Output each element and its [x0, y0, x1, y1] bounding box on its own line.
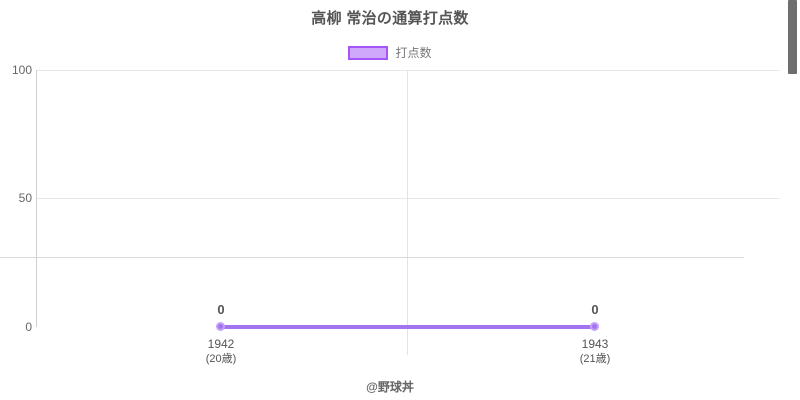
y-axis-line [36, 70, 37, 327]
legend-item-rbi[interactable]: 打点数 [348, 44, 432, 61]
legend-label: 打点数 [395, 46, 432, 60]
scrollbar-track[interactable] [785, 0, 800, 400]
y-axis-tick-50: 50 [18, 191, 32, 205]
gridline-100 [36, 70, 780, 71]
legend-swatch-icon [348, 45, 389, 60]
x-tick-year: 1942 [207, 337, 235, 351]
data-label-1942: 0 [217, 302, 225, 317]
data-point-1942[interactable] [216, 322, 225, 331]
scrollbar-thumb[interactable] [788, 0, 797, 74]
x-tick-age: (21歳) [579, 353, 611, 366]
y-axis-tick-0: 0 [25, 320, 32, 334]
x-tick-year: 1943 [581, 337, 609, 351]
x-axis-tick-1943: 1943 (21歳) [545, 336, 645, 367]
data-point-1943[interactable] [590, 322, 599, 331]
vertical-gridline [407, 70, 408, 355]
footer-credit: @野球丼 [366, 380, 414, 394]
chart-legend: 打点数 [0, 44, 780, 61]
data-label-1943: 0 [591, 302, 599, 317]
gridline-50 [36, 198, 780, 199]
y-axis-tick-100: 100 [11, 63, 32, 77]
plot-area [36, 70, 780, 327]
x-axis-tick-1942: 1942 (20歳) [171, 336, 271, 367]
x-tick-age: (20歳) [205, 353, 237, 366]
chart-title: 高柳 常治の通算打点数 [311, 10, 469, 27]
series-line-rbi [221, 325, 595, 329]
x-axis-baseline [0, 257, 744, 258]
